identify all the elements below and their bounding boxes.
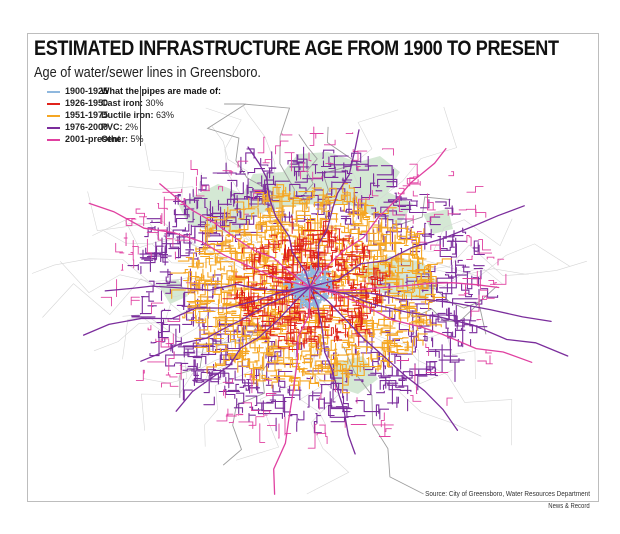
pipe-material-row: PVC: 2% xyxy=(101,122,138,132)
pipe-materials-title: What the pipes are made of: xyxy=(101,86,222,96)
legend-swatch xyxy=(47,115,60,117)
source-note: Source: City of Greensboro, Water Resour… xyxy=(425,489,590,498)
legend-item-2001-present: 2001-present xyxy=(47,134,137,145)
legend-label: 1951-1975 xyxy=(65,110,109,120)
pipe-material-name: Ductile iron: xyxy=(101,110,157,120)
pipe-material-name: Cast iron: xyxy=(101,98,146,108)
pipe-material-share: 5% xyxy=(130,134,144,144)
legend-item-1926-1950: 1926-1950 xyxy=(47,98,137,109)
legend-swatch xyxy=(47,91,60,93)
legend-swatch xyxy=(47,139,60,141)
pipe-material-row: Cast iron: 30% xyxy=(101,98,164,108)
pipe-material-name: PVC: xyxy=(101,122,126,132)
legend-divider xyxy=(140,86,141,146)
legend-swatch xyxy=(47,127,60,129)
legend-item-1951-1975: 1951-1975 xyxy=(47,110,137,121)
credit-note: News & Record xyxy=(548,503,590,510)
pipe-material-share: 63% xyxy=(156,110,175,120)
legend-label: 1976-2000 xyxy=(65,122,109,132)
legend-label: 1900-1925 xyxy=(65,86,109,96)
legend-item-1900-1925: 1900-1925 xyxy=(47,86,137,97)
legend-label: 2001-present xyxy=(65,134,121,144)
map-title: ESTIMATED INFRASTRUCTURE AGE FROM 1900 T… xyxy=(34,37,559,60)
legend-item-1976-2000: 1976-2000 xyxy=(47,122,137,133)
pipe-material-row: Ductile iron: 63% xyxy=(101,110,174,120)
pipe-material-share: 2% xyxy=(125,122,139,132)
pipe-material-row: Other: 5% xyxy=(101,134,144,144)
pipe-material-share: 30% xyxy=(145,98,164,108)
legend-swatch xyxy=(47,103,60,105)
pipe-material-name: Other: xyxy=(101,134,131,144)
legend-label: 1926-1950 xyxy=(65,98,109,108)
map-subtitle: Age of water/sewer lines in Greensboro. xyxy=(34,65,261,81)
